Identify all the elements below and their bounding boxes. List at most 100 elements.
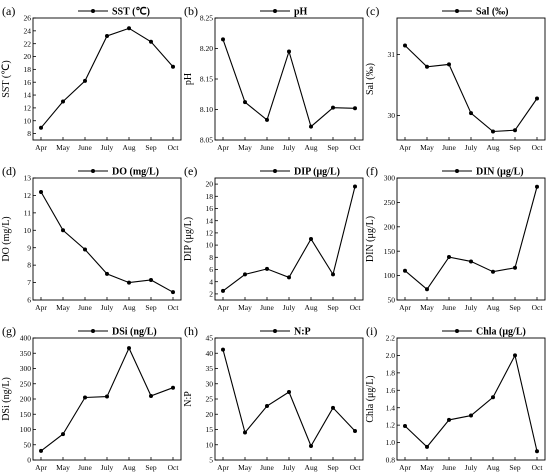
y-tick-label: 18 — [206, 192, 214, 201]
y-axis-label: DIN (μg/L) — [365, 216, 376, 262]
panel-label: (c) — [366, 4, 379, 18]
data-point — [403, 43, 407, 48]
x-tick-label: Oct — [532, 303, 544, 312]
y-tick-label: 11 — [24, 208, 31, 217]
y-tick-label: 8.05 — [200, 136, 213, 145]
data-point — [353, 429, 357, 434]
data-point — [221, 288, 225, 293]
x-tick-label: Aug — [305, 463, 318, 472]
x-tick-label: Aug — [487, 143, 500, 152]
x-tick-label: May — [56, 143, 70, 152]
y-tick-label: 30 — [206, 379, 214, 388]
y-tick-label: 1.4 — [386, 403, 396, 412]
y-axis-label: DSi (ng/L) — [1, 377, 12, 421]
x-tick-label: May — [420, 143, 434, 152]
x-tick-label: Sep — [145, 463, 157, 472]
data-point — [491, 395, 495, 400]
x-tick-label: May — [56, 463, 70, 472]
plot-frame — [214, 337, 364, 461]
x-tick-label: May — [420, 303, 434, 312]
y-axis-label: Sal (‰) — [365, 63, 376, 95]
y-tick-label: 25 — [206, 395, 214, 404]
panel-g: 0 50 100 150 200 250 300 350 400 Apr May June July Au… — [1, 324, 182, 472]
x-tick-label: Aug — [123, 143, 136, 152]
data-point — [469, 413, 473, 418]
data-point — [127, 26, 131, 31]
x-tick-label: Oct — [168, 143, 180, 152]
x-tick-label: Sep — [327, 303, 339, 312]
y-tick-label: 10 — [206, 241, 214, 250]
data-point — [265, 266, 269, 271]
y-tick-label: 0 — [27, 456, 31, 465]
y-tick-label: 350 — [20, 349, 32, 358]
y-tick-label: 250 — [20, 379, 32, 388]
data-point — [353, 184, 357, 189]
data-point — [469, 111, 473, 116]
y-tick-label: 50 — [388, 296, 396, 305]
legend-label: Chla (μg/L) — [476, 327, 526, 338]
data-point — [309, 237, 313, 241]
y-tick-label: 6 — [27, 296, 31, 305]
x-tick-label: Apr — [217, 303, 229, 312]
y-axis-label: Chla (μg/L) — [365, 375, 376, 422]
x-tick-label: June — [260, 463, 274, 472]
x-tick-label: June — [78, 463, 92, 472]
legend-label: DIP (μg/L) — [294, 167, 340, 178]
data-point — [287, 389, 291, 394]
x-tick-label: July — [465, 143, 478, 152]
data-point — [149, 39, 153, 44]
x-tick-label: Apr — [217, 463, 229, 472]
data-point — [127, 280, 131, 285]
x-tick-label: July — [465, 303, 478, 312]
x-tick-label: Aug — [487, 303, 500, 312]
plot-frame — [396, 337, 546, 461]
data-point — [105, 33, 109, 38]
data-point — [61, 99, 65, 104]
plot-frame — [214, 177, 364, 301]
x-tick-label: Aug — [487, 463, 500, 472]
y-axis-label: DIP (μg/L) — [183, 217, 194, 261]
y-tick-label: 20 — [206, 180, 214, 189]
series-line — [40, 346, 174, 452]
y-tick-label: 14 — [206, 216, 214, 225]
data-point — [513, 353, 517, 358]
y-tick-label: 300 — [384, 174, 396, 183]
y-tick-label: 45 — [206, 334, 214, 343]
x-tick-label: Apr — [35, 143, 47, 152]
x-tick-label: July — [101, 143, 114, 152]
y-tick-label: 22 — [24, 39, 32, 48]
x-tick-label: June — [78, 303, 92, 312]
data-point — [513, 265, 517, 270]
data-point — [39, 125, 43, 130]
x-tick-label: June — [442, 143, 456, 152]
x-tick-label: Sep — [327, 143, 339, 152]
x-tick-label: Apr — [35, 303, 47, 312]
data-point — [171, 64, 175, 69]
data-point — [309, 443, 313, 448]
data-point — [39, 448, 43, 453]
y-tick-label: 15 — [206, 425, 214, 434]
data-point — [447, 62, 451, 67]
legend-marker — [91, 169, 95, 173]
data-point — [535, 184, 539, 189]
x-tick-label: Oct — [168, 463, 180, 472]
y-tick-label: 8.20 — [200, 44, 213, 53]
y-tick-label: 8 — [27, 261, 31, 270]
x-tick-label: July — [283, 463, 296, 472]
data-point — [331, 405, 335, 410]
series-line — [404, 353, 538, 452]
x-tick-label: July — [283, 303, 296, 312]
y-tick-label: 2 — [209, 290, 213, 299]
data-point — [331, 105, 335, 110]
series-line — [222, 349, 356, 448]
data-point — [243, 100, 247, 105]
data-point — [265, 404, 269, 409]
data-point — [171, 290, 175, 295]
panel-label: (e) — [184, 164, 197, 178]
data-point — [535, 96, 539, 101]
y-tick-label: 8 — [27, 129, 31, 138]
x-tick-label: July — [283, 143, 296, 152]
y-tick-label: 12 — [206, 229, 214, 238]
data-point — [309, 124, 313, 129]
